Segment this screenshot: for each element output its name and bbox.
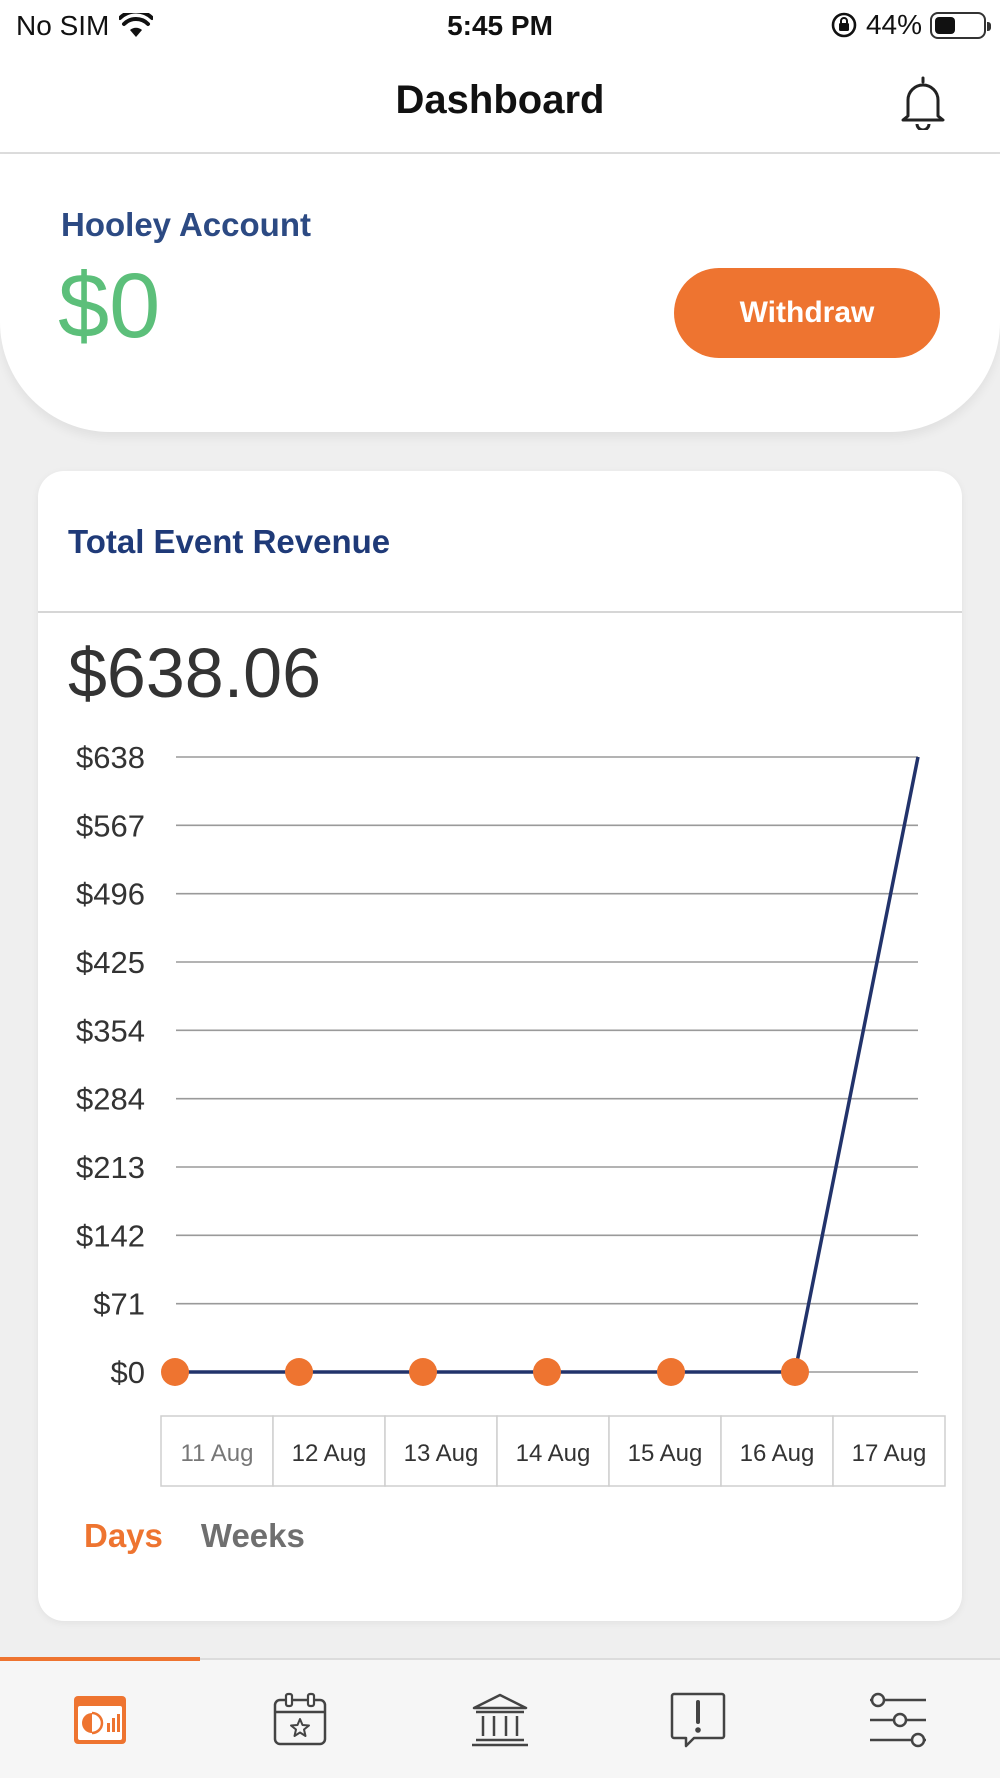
x-tick-box: [384, 1415, 498, 1487]
y-tick-label: $0: [111, 1355, 145, 1390]
data-point: [285, 1358, 313, 1386]
status-right: 44%: [830, 9, 991, 41]
x-tick-box: [832, 1415, 946, 1487]
bell-icon[interactable]: [898, 74, 948, 130]
revenue-chart: $638 $567 $496 $425 $354 $284 $213 $142 $71 $0 11 …: [76, 740, 946, 1487]
y-tick-label: $142: [76, 1218, 145, 1253]
tab-dashboard[interactable]: [70, 1690, 130, 1750]
x-tick-box: [272, 1415, 386, 1487]
revenue-title: Total Event Revenue: [68, 523, 391, 560]
revenue-total: $638.06: [68, 634, 322, 712]
y-tick-label: $638: [76, 740, 145, 775]
active-tab-indicator: [0, 1657, 200, 1661]
x-tick-box: [160, 1415, 274, 1487]
battery-icon: [930, 11, 991, 39]
alert-message-icon: [670, 1692, 726, 1748]
x-tick-label: 16 Aug: [740, 1440, 815, 1467]
page-title: Dashboard: [395, 78, 605, 122]
y-tick-label: $496: [76, 877, 145, 912]
tab-settings[interactable]: [868, 1690, 928, 1750]
carrier-label: No SIM: [16, 10, 110, 41]
battery-percent: 44%: [865, 9, 922, 40]
x-tick-label: 13 Aug: [404, 1440, 479, 1467]
x-tick-label: 14 Aug: [516, 1440, 591, 1467]
y-tick-label: $213: [76, 1150, 145, 1185]
tab-bank[interactable]: [470, 1690, 530, 1750]
y-tick-label: $567: [76, 808, 145, 843]
range-tab-weeks[interactable]: Weeks: [200, 1517, 305, 1554]
y-tick-label: $425: [76, 945, 145, 980]
revenue-card: Total Event Revenue $638.06 $638 $567 $496…: [38, 471, 962, 1621]
x-tick-label: 15 Aug: [628, 1440, 703, 1467]
data-point: [781, 1358, 809, 1386]
status-left: No SIM: [16, 10, 154, 42]
x-tick-box: [496, 1415, 610, 1487]
x-tick-box: [720, 1415, 834, 1487]
orientation-lock-icon: [831, 12, 857, 38]
data-point: [657, 1358, 685, 1386]
data-point: [533, 1358, 561, 1386]
x-tick-label: 11 Aug: [181, 1440, 254, 1467]
x-tick-box: [608, 1415, 722, 1487]
status-time: 5:45 PM: [447, 10, 553, 41]
range-tab-days[interactable]: Days: [84, 1517, 163, 1554]
account-card: Hooley Account $0 Withdraw: [0, 154, 1000, 432]
status-bar: No SIM 5:45 PM 44%: [0, 0, 1000, 52]
y-tick-label: $71: [93, 1287, 145, 1322]
x-tick-label: 12 Aug: [292, 1440, 367, 1467]
calendar-star-icon: [273, 1692, 327, 1746]
x-tick-label: 17 Aug: [852, 1440, 927, 1467]
account-label: Hooley Account: [61, 206, 311, 243]
tab-events[interactable]: [270, 1690, 330, 1750]
tab-alerts[interactable]: [668, 1690, 728, 1750]
y-tick-label: $354: [76, 1013, 145, 1048]
data-point: [409, 1358, 437, 1386]
range-toggle: Days Weeks: [84, 1517, 305, 1555]
account-balance: $0: [58, 255, 161, 357]
wifi-icon: [119, 13, 154, 37]
data-point: [161, 1358, 189, 1386]
sliders-icon: [870, 1692, 926, 1748]
withdraw-button[interactable]: Withdraw: [674, 268, 940, 358]
nav-bar: Dashboard: [0, 52, 1000, 154]
bank-icon: [472, 1693, 528, 1747]
series-line: [175, 756, 920, 1374]
y-tick-label: $284: [76, 1082, 145, 1117]
dashboard-icon: [74, 1696, 126, 1744]
tab-bar: [0, 1657, 1000, 1778]
divider: [38, 611, 962, 613]
battery-fill: [935, 16, 956, 34]
